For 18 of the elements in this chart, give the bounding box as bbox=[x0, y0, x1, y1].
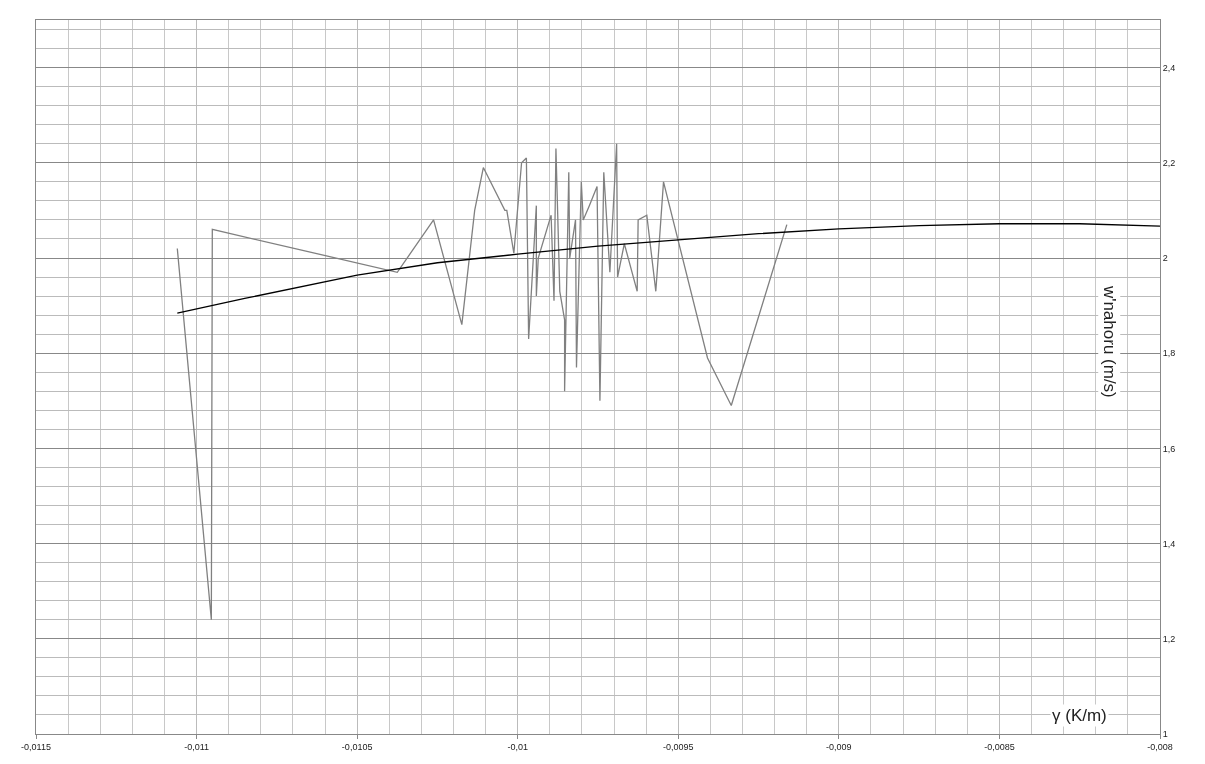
y-axis-title: w'nahoru (m/s) bbox=[1099, 284, 1119, 398]
x-tick-label: -0,0115 bbox=[21, 741, 51, 752]
y-tick-label: 1,8 bbox=[1162, 348, 1176, 359]
y-tick-label: 1 bbox=[1162, 729, 1168, 740]
x-tick-label: -0,0095 bbox=[663, 741, 694, 752]
y-tick-label: 2,4 bbox=[1162, 62, 1176, 73]
y-tick-label: 1,2 bbox=[1162, 633, 1176, 644]
x-tick-label: -0,008 bbox=[1147, 741, 1173, 752]
y-tick-label: 2 bbox=[1162, 253, 1168, 264]
y-tick-label: 1,6 bbox=[1162, 443, 1176, 454]
x-tick-label: -0,0085 bbox=[984, 741, 1015, 752]
x-tick-label: -0,009 bbox=[826, 741, 852, 752]
x-axis-title: γ (K/m) bbox=[1052, 706, 1107, 725]
y-tick-label: 2,2 bbox=[1162, 157, 1176, 168]
x-tick-label: -0,011 bbox=[184, 741, 209, 752]
x-tick-label: -0,0105 bbox=[341, 741, 373, 752]
y-tick-label: 1,4 bbox=[1162, 538, 1176, 549]
x-tick-label: -0,01 bbox=[507, 741, 528, 752]
